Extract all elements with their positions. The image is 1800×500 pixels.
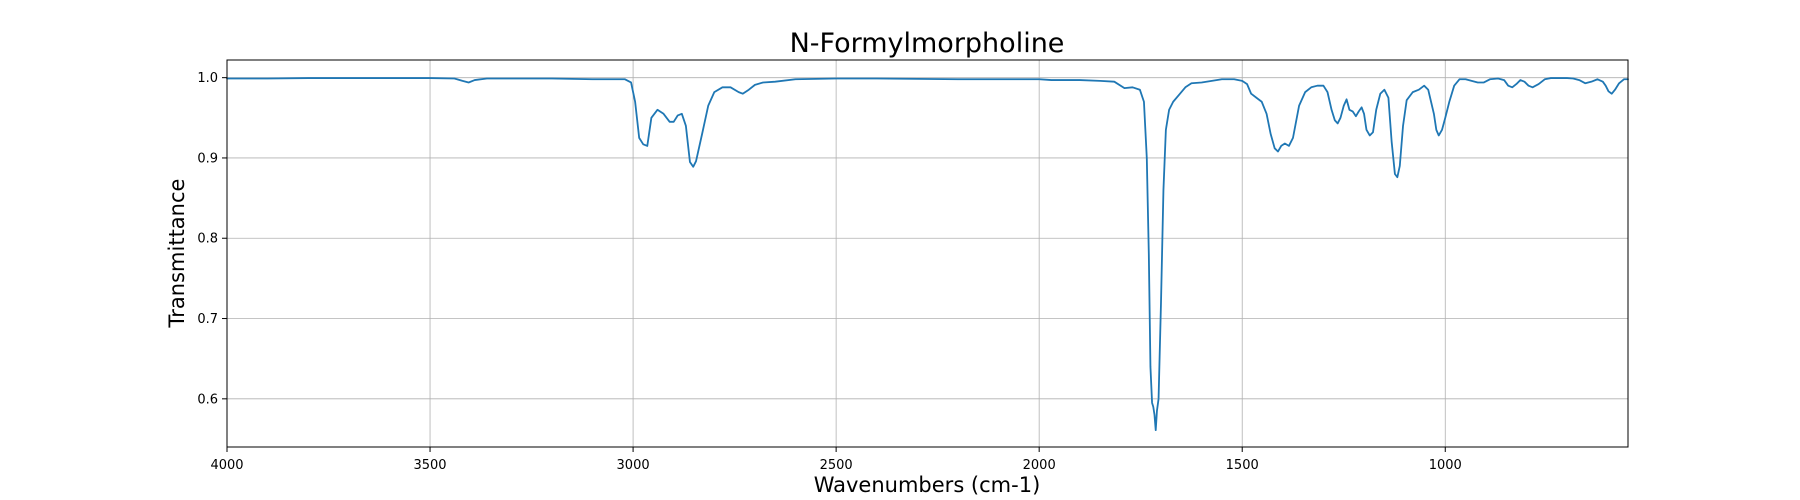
x-tick-label: 3000 xyxy=(617,458,650,473)
plot-frame xyxy=(226,59,1629,448)
y-tick-label: 1.0 xyxy=(197,71,218,86)
x-axis-ticks: 4000 3500 3000 2500 2000 1500 1000 xyxy=(210,447,1462,473)
y-tick-label: 0.9 xyxy=(197,151,218,166)
spectrum-line xyxy=(226,77,1629,432)
x-tick-label: 1000 xyxy=(1429,458,1462,473)
x-tick-label: 4000 xyxy=(210,458,243,473)
x-tick-label: 2000 xyxy=(1023,458,1056,473)
x-tick-label: 1500 xyxy=(1226,458,1259,473)
series-layer xyxy=(226,77,1629,432)
y-tick-label: 0.6 xyxy=(197,392,218,407)
x-tick-label: 3500 xyxy=(413,458,446,473)
y-axis-title: Transmittance xyxy=(165,179,189,329)
y-tick-label: 0.8 xyxy=(197,232,218,247)
grid xyxy=(226,60,1628,447)
y-tick-label: 0.7 xyxy=(197,312,218,327)
x-axis-title: Wavenumbers (cm-1) xyxy=(814,473,1041,497)
y-axis-ticks: 0.6 0.7 0.8 0.9 1.0 xyxy=(197,71,227,407)
chart-title: N-Formylmorpholine xyxy=(790,28,1065,59)
x-tick-label: 2500 xyxy=(820,458,853,473)
